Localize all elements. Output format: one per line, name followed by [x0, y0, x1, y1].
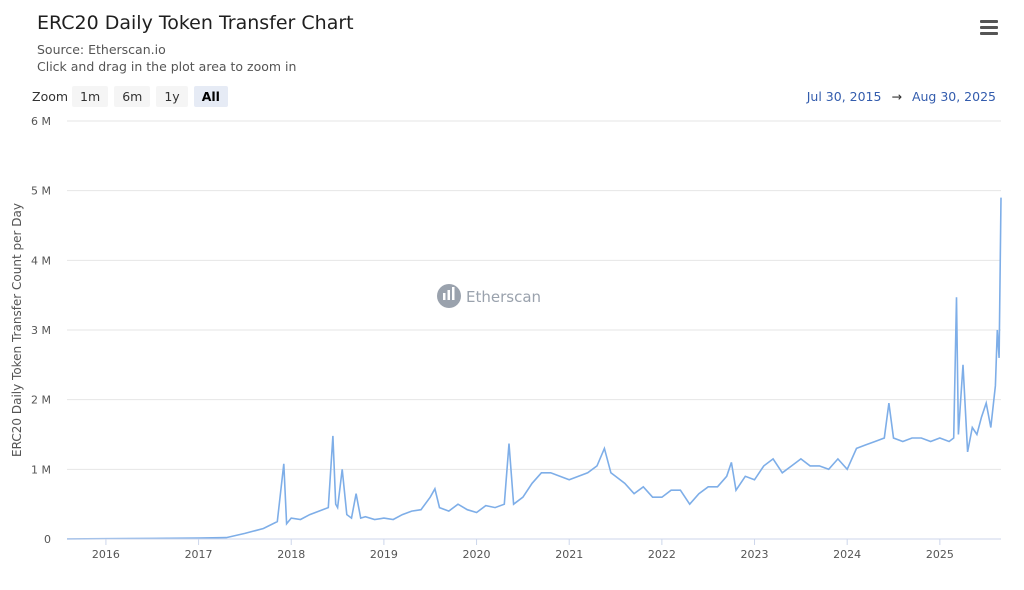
etherscan-watermark: Etherscan	[437, 284, 541, 308]
chart-title: ERC20 Daily Token Transfer Chart	[37, 12, 354, 34]
zoom-6m-button[interactable]: 6m	[114, 85, 151, 107]
x-tick-label: 2019	[370, 548, 398, 561]
zoom-label: Zoom	[32, 88, 69, 104]
x-tick-label: 2020	[463, 548, 491, 561]
y-tick-label: 2 M	[31, 394, 51, 407]
x-tick-label: 2025	[926, 548, 954, 561]
range-from-input[interactable]: Jul 30, 2015	[806, 89, 882, 104]
y-tick-label: 1 M	[31, 463, 51, 476]
y-tick-label: 0	[44, 533, 51, 546]
zoom-bar: Zoom 1m 6m 1y All	[32, 85, 234, 107]
range-to-input[interactable]: Aug 30, 2025	[911, 89, 996, 104]
zoom-1m-button[interactable]: 1m	[72, 85, 109, 107]
y-tick-label: 3 M	[31, 324, 51, 337]
range-arrow-icon: →	[891, 89, 902, 104]
hamburger-menu-icon[interactable]	[980, 20, 998, 35]
watermark-text: Etherscan	[466, 288, 541, 306]
x-tick-label: 2023	[741, 548, 769, 561]
x-tick-label: 2021	[555, 548, 583, 561]
zoom-all-button[interactable]: All	[193, 85, 228, 107]
source-text: Source: Etherscan.io	[37, 42, 166, 57]
y-tick-label: 4 M	[31, 254, 51, 267]
series-line	[66, 197, 1002, 540]
x-tick-label: 2017	[185, 548, 213, 561]
x-tick-label: 2018	[277, 548, 305, 561]
y-axis-label: ERC20 Daily Token Transfer Count per Day	[10, 203, 24, 457]
x-tick-label: 2016	[92, 548, 120, 561]
x-tick-label: 2022	[648, 548, 676, 561]
zoom-hint-text: Click and drag in the plot area to zoom …	[37, 59, 297, 74]
y-tick-label: 6 M	[31, 115, 51, 128]
chart-subtitle: Source: Etherscan.io Click and drag in t…	[37, 41, 296, 75]
date-range: Jul 30, 2015 → Aug 30, 2025	[807, 89, 996, 104]
y-tick-label: 5 M	[31, 185, 51, 198]
zoom-1y-button[interactable]: 1y	[156, 85, 188, 107]
x-tick-label: 2024	[833, 548, 861, 561]
